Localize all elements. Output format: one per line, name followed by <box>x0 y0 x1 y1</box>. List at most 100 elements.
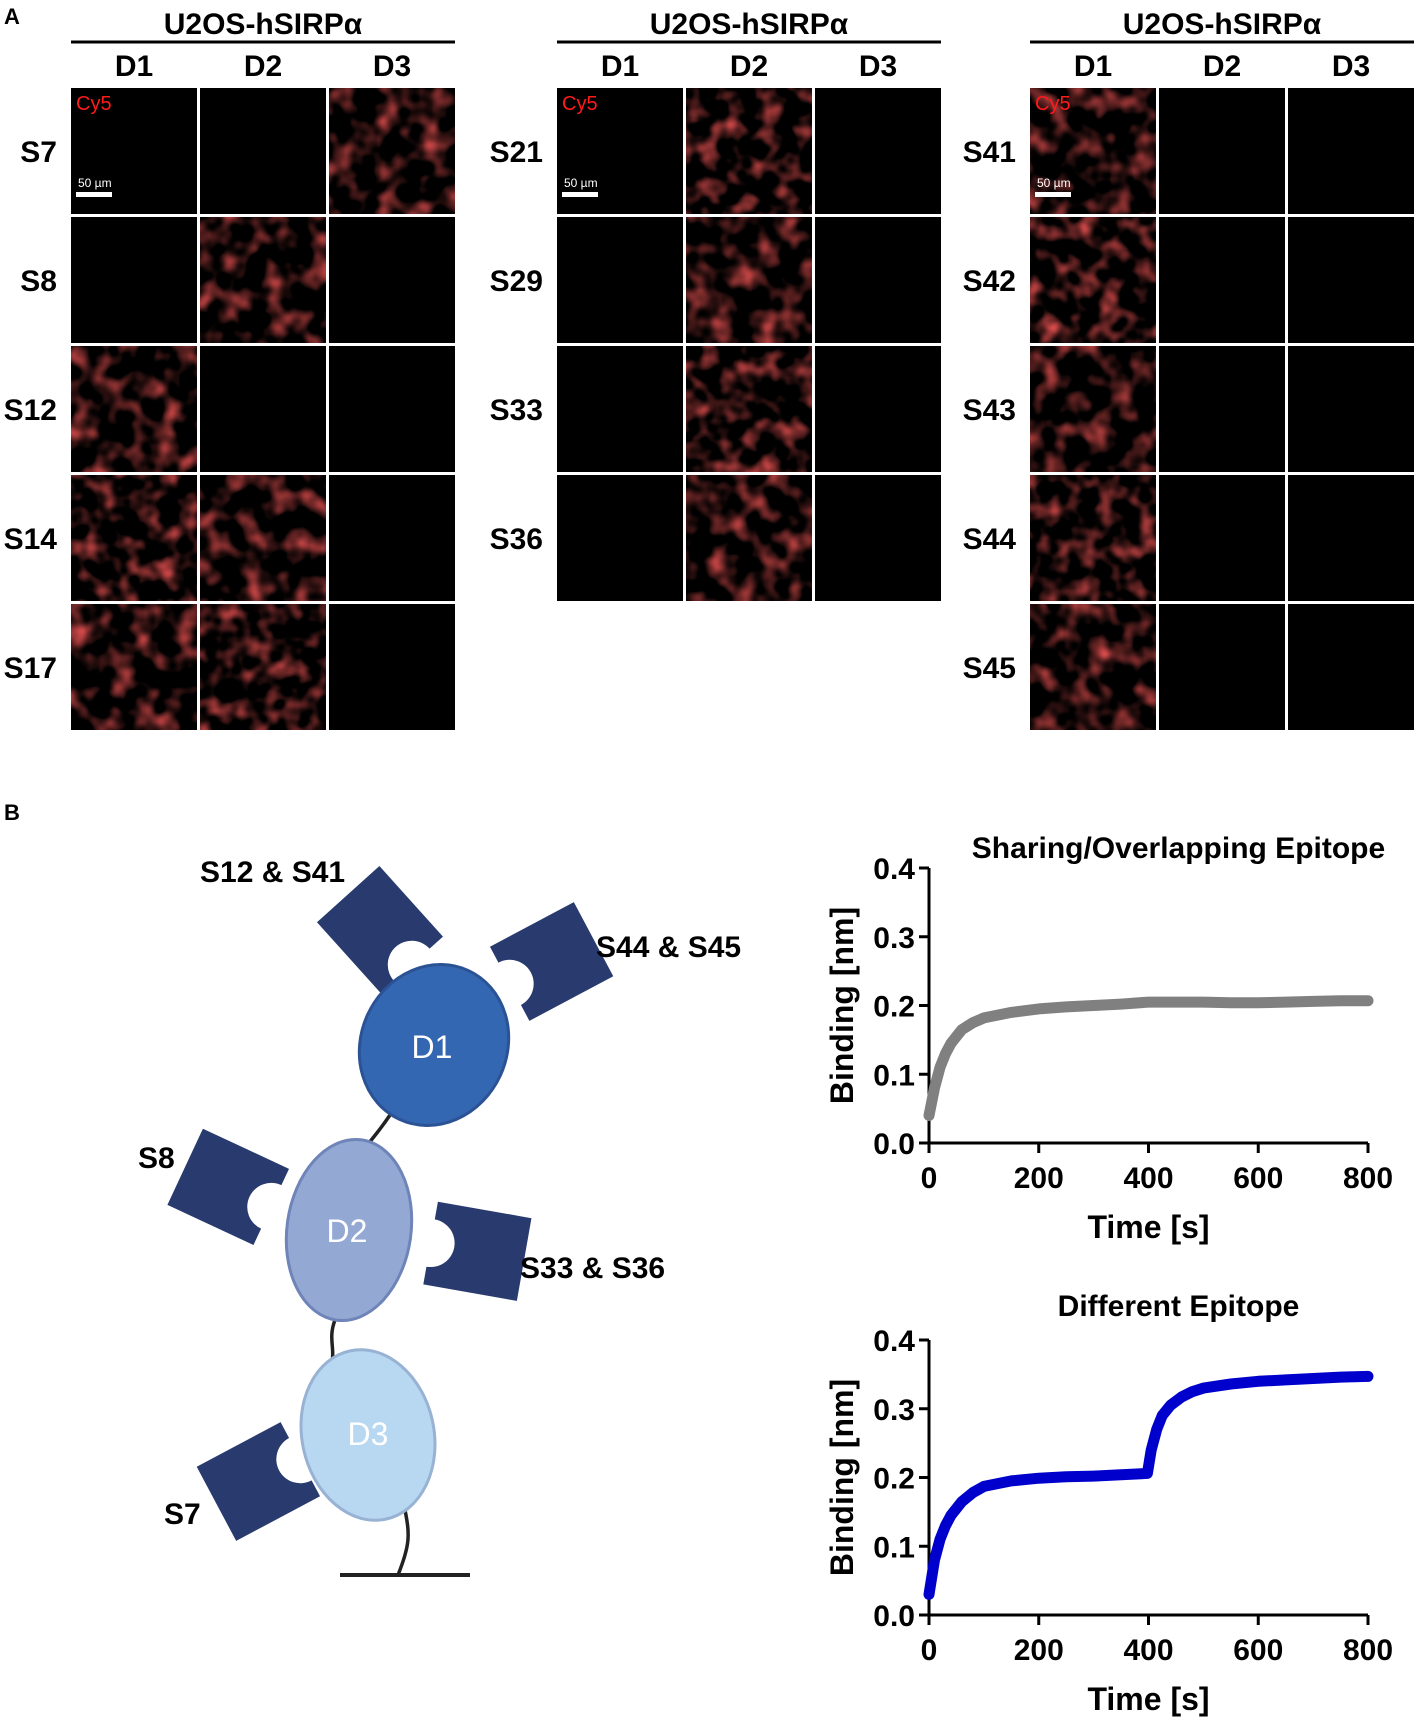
microscopy-tile <box>1159 346 1285 472</box>
x-tick-label: 400 <box>1123 1162 1173 1195</box>
clone-row-label: S21 <box>490 136 543 169</box>
clone-row-label: S8 <box>20 265 57 298</box>
scale-bar-label: 50 µm <box>564 176 598 190</box>
x-tick-label: 600 <box>1233 1162 1283 1195</box>
x-tick-label: 0 <box>921 1162 938 1195</box>
microscopy-tile <box>1288 604 1414 730</box>
microscopy-tile <box>71 217 197 343</box>
microscopy-tile <box>557 346 683 472</box>
domain-d1-ellipse <box>357 963 511 1127</box>
linker-d3-membrane <box>396 1509 410 1576</box>
binding-chart: Different Epitope 0.0 0.1 0.2 0.3 0.4 0 200 400 6… <box>824 1290 1393 1717</box>
y-tick-label: 0.0 <box>873 1128 915 1161</box>
cell-line-header: U2OS-hSIRPα <box>650 8 849 41</box>
clone-row-label: S42 <box>963 265 1016 298</box>
cy5-signal <box>1030 346 1156 472</box>
microscopy-tile <box>1288 475 1414 601</box>
channel-label: Cy5 <box>76 93 112 115</box>
panel-b-label: B <box>4 800 20 825</box>
antibody-label-s12-s41: S12 & S41 <box>200 856 345 889</box>
scale-bar <box>1035 192 1071 197</box>
image-grid-group: U2OS-hSIRPα D1 D2 D3 S41 Cy5 50 µm S42 S43 S44 S45 <box>963 8 1414 730</box>
chart-title: Sharing/Overlapping Epitope <box>972 832 1385 865</box>
cy5-signal <box>71 475 197 601</box>
y-tick-label: 0.1 <box>873 1059 915 1092</box>
cy5-signal <box>71 346 197 472</box>
cell-line-header: U2OS-hSIRPα <box>164 8 363 41</box>
cy5-signal <box>686 88 812 214</box>
cy5-signal <box>71 604 197 730</box>
clone-row-label: S44 <box>963 523 1017 556</box>
domain-column-header: D3 <box>373 50 411 83</box>
microscopy-tile <box>329 346 455 472</box>
scale-bar-label: 50 µm <box>1037 176 1071 190</box>
domain-d3-label: D3 <box>348 1416 389 1452</box>
microscopy-tile <box>815 217 941 343</box>
x-tick-label: 400 <box>1123 1634 1173 1667</box>
antibody-label-s8: S8 <box>138 1142 175 1175</box>
scale-bar <box>562 192 598 197</box>
microscopy-tile <box>200 88 326 214</box>
cy5-signal <box>686 346 812 472</box>
clone-row-label: S33 <box>490 394 543 427</box>
microscopy-tile <box>557 217 683 343</box>
x-tick-label: 800 <box>1343 1634 1393 1667</box>
x-axis-label: Time [s] <box>1087 1681 1209 1717</box>
channel-label: Cy5 <box>1035 93 1071 115</box>
cy5-signal <box>1030 217 1156 343</box>
cy5-signal <box>200 217 326 343</box>
antibody-label-s44-s45: S44 & S45 <box>596 931 741 964</box>
cy5-signal <box>686 217 812 343</box>
cy5-signal <box>329 88 455 214</box>
clone-row-label: S45 <box>963 652 1016 685</box>
domain-column-header: D3 <box>1332 50 1370 83</box>
antibody-label-s7: S7 <box>164 1498 201 1531</box>
antibody-s44-s45 <box>489 902 614 1021</box>
y-tick-label: 0.4 <box>873 1325 915 1358</box>
y-axis-label: Binding [nm] <box>824 1379 860 1576</box>
domain-d2-ellipse <box>284 1137 414 1323</box>
antibody-s8 <box>167 1128 290 1245</box>
binding-charts: Sharing/Overlapping Epitope 0.0 0.1 0.2 0.3 0… <box>824 832 1393 1717</box>
cy5-signal <box>686 475 812 601</box>
domain-column-header: D2 <box>1203 50 1241 83</box>
microscopy-tile <box>1288 346 1414 472</box>
binding-curve <box>923 1370 1374 1600</box>
domain-column-header: D2 <box>730 50 768 83</box>
microscopy-tile <box>200 346 326 472</box>
antibody-s7 <box>196 1422 321 1541</box>
image-grid-group: U2OS-hSIRPα D1 D2 D3 S7 Cy5 50 µm S8 S12 S14 S17 <box>4 8 455 730</box>
domain-column-header: D1 <box>601 50 639 83</box>
microscopy-tile <box>815 475 941 601</box>
clone-row-label: S17 <box>4 652 57 685</box>
x-tick-label: 0 <box>921 1634 938 1667</box>
domain-d3-ellipse <box>299 1348 437 1522</box>
y-axis-label: Binding [nm] <box>824 907 860 1104</box>
microscopy-tile <box>815 88 941 214</box>
clone-row-label: S29 <box>490 265 543 298</box>
y-tick-label: 0.4 <box>873 853 915 886</box>
y-tick-label: 0.3 <box>873 922 915 955</box>
y-tick-label: 0.1 <box>873 1531 915 1564</box>
sirpa-domain-diagram: D1 D2 D3 S12 & S41 S44 & S45 S8 S33 & S3… <box>138 856 741 1577</box>
panel-a-label: A <box>4 4 20 29</box>
clone-row-label: S36 <box>490 523 543 556</box>
domain-column-header: D1 <box>115 50 153 83</box>
x-tick-label: 800 <box>1343 1162 1393 1195</box>
cy5-signal <box>1030 475 1156 601</box>
x-tick-label: 200 <box>1014 1162 1064 1195</box>
domain-column-header: D3 <box>859 50 897 83</box>
image-grid-group: U2OS-hSIRPα D1 D2 D3 S21 Cy5 50 µm S29 S33 S36 <box>490 8 941 601</box>
microscopy-tile <box>815 346 941 472</box>
antibody-s33-s36 <box>423 1201 532 1301</box>
microscopy-tile <box>1288 88 1414 214</box>
clone-row-label: S14 <box>4 523 58 556</box>
microscopy-tile <box>1159 475 1285 601</box>
clone-row-label: S43 <box>963 394 1016 427</box>
microscopy-tile <box>329 217 455 343</box>
chart-title: Different Epitope <box>1058 1290 1300 1323</box>
cell-line-header: U2OS-hSIRPα <box>1123 8 1322 41</box>
microscopy-tile <box>1159 217 1285 343</box>
